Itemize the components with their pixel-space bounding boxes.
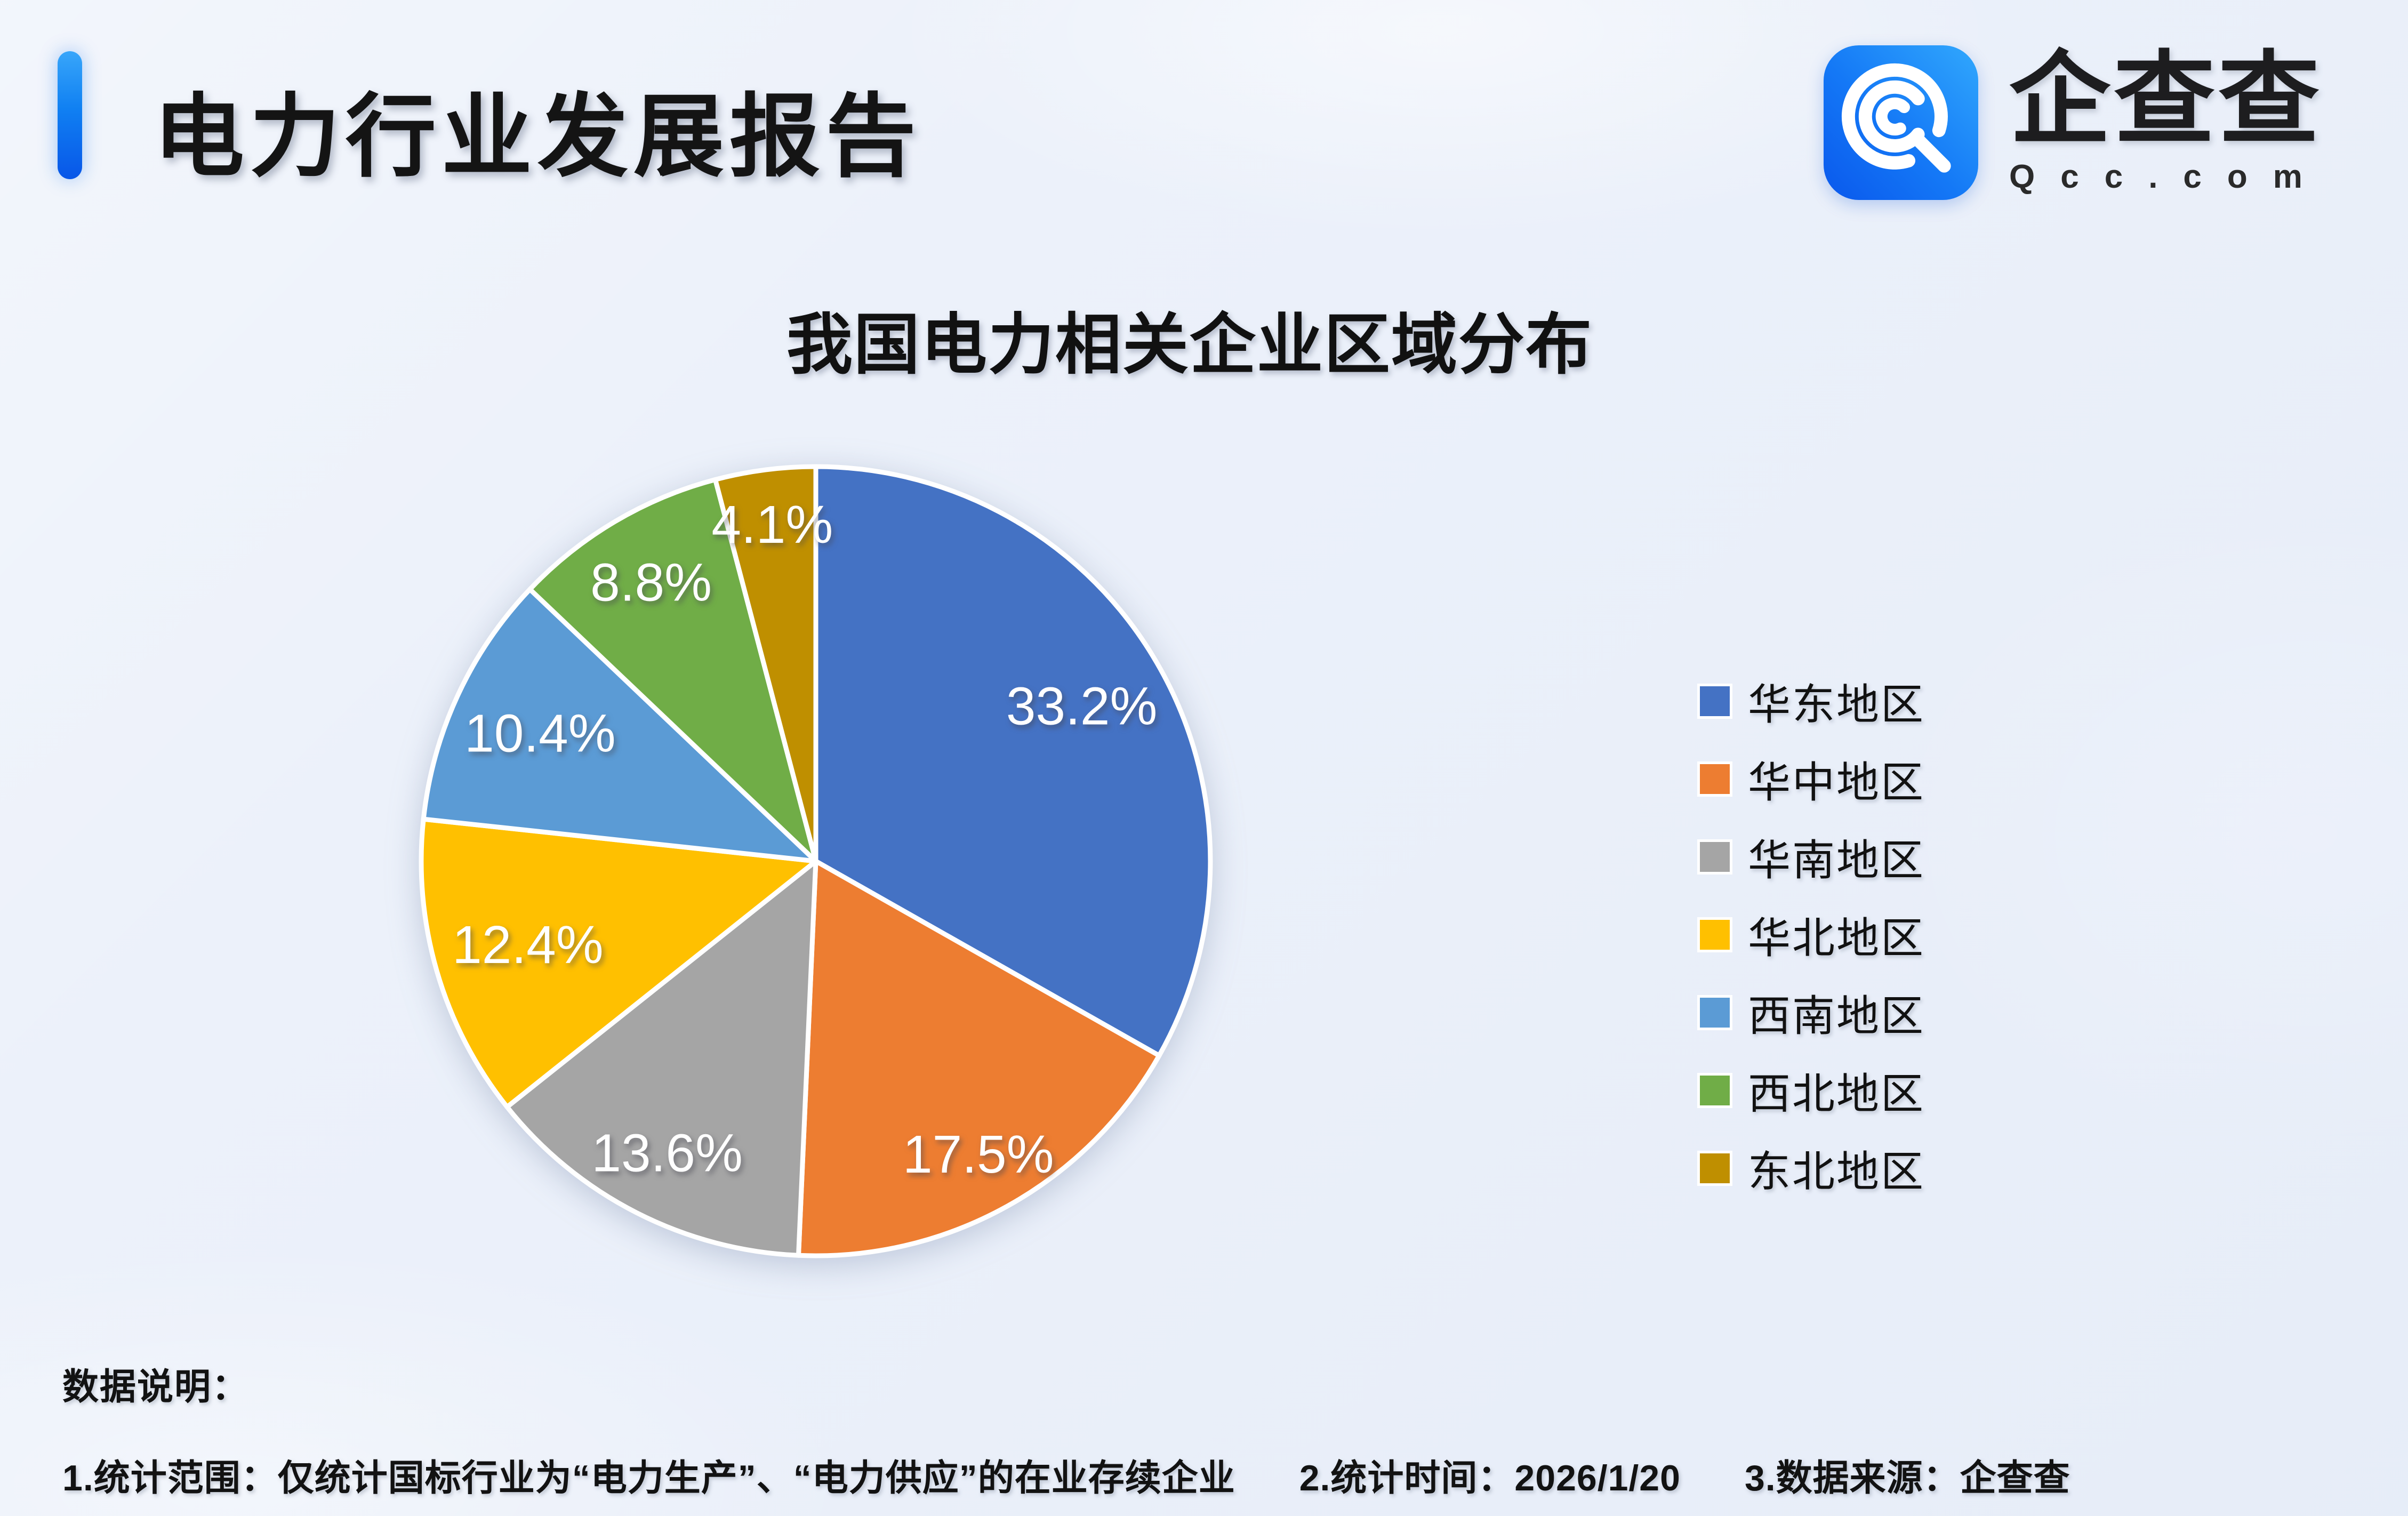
chart-title: 我国电力相关企业区域分布 [786,308,1593,382]
legend-item-central-china: 华中地区 [1700,740,1925,818]
qcc-logo-icon [1824,45,1978,200]
page-title: 电力行业发展报告 [154,86,922,188]
footer-heading: 数据说明： [62,1367,250,1407]
title-accent-bar [58,51,82,179]
pie-label-east-china: 33.2% [1006,676,1158,736]
pie-labels-group: 33.2% 17.5% 13.6% 12.4% 10.4% 8.8%4.1% [452,495,1157,1184]
legend-swatch-northeast [1700,1153,1730,1183]
footer: 数据说明： 1.统计范围：仅统计国标行业为“电力生产”、“电力供应”的在业存续企… [62,1357,2355,1501]
pie-slice-southwest [421,587,818,864]
legend-swatch-northwest [1700,1076,1730,1105]
legend-swatch-central-china [1700,764,1730,794]
pie-label-southwest: 10.4% [464,704,616,764]
legend-swatch-south-china [1700,842,1730,872]
footer-note-source: 3.数据来源：企查查 [1744,1458,2070,1498]
pie-chart-svg: 33.2% 17.5% 13.6% 12.4% 10.4% 8.8%4.1% [419,464,1213,1258]
legend-item-south-china: 华南地区 [1700,818,1925,896]
legend-item-northeast: 东北地区 [1700,1129,1925,1207]
legend-label-northeast: 东北地区 [1748,1148,1925,1196]
pie-slice-central-china [796,859,1162,1258]
legend-label-southwest: 西南地区 [1748,992,1925,1040]
pie-slice-east-china [813,464,1213,1058]
pie-label-northeast: 4.1% [711,495,833,555]
legend-label-central-china: 华中地区 [1748,759,1925,806]
legend-item-north-china: 华北地区 [1700,896,1925,974]
legend-label-east-china: 华东地区 [1748,681,1925,728]
legend-swatch-southwest [1700,998,1730,1028]
footer-notes: 1.统计范围：仅统计国标行业为“电力生产”、“电力供应”的在业存续企业 2.统计… [62,1448,2355,1501]
pie-label-north-china: 12.4% [452,915,604,975]
pie-label-central-china: 17.5% [903,1125,1054,1184]
legend-swatch-north-china [1700,920,1730,950]
legend-swatch-east-china [1700,686,1730,716]
qcc-logo: 企查查 Qcc.com [1824,45,2328,200]
pie-label-northwest: 8.8% [590,553,712,613]
legend-label-northwest: 西北地区 [1748,1070,1925,1118]
pie-slice-south-china [504,859,818,1258]
footer-note-scope: 1.统计范围：仅统计国标行业为“电力生产”、“电力供应”的在业存续企业 [62,1458,1235,1498]
qcc-logo-name: 企查查 [2009,43,2323,156]
legend-item-northwest: 西北地区 [1700,1052,1925,1129]
legend-label-south-china: 华南地区 [1748,837,1925,884]
footer-note-date: 2.统计时间：2026/1/20 [1299,1458,1681,1498]
pie-slice-northwest [527,477,818,864]
legend-item-southwest: 西南地区 [1700,974,1925,1052]
legend-item-east-china: 华东地区 [1700,662,1925,740]
qcc-logo-domain: Qcc.com [2009,158,2328,195]
pie-chart: 33.2% 17.5% 13.6% 12.4% 10.4% 8.8% 4.1% [400,445,1232,1277]
legend-label-north-china: 华北地区 [1748,915,1925,962]
legend: 华东地区华中地区华南地区华北地区西南地区西北地区东北地区 [1700,662,1925,1207]
pie-label-south-china: 13.6% [591,1123,743,1183]
qcc-logo-text: 企查查 Qcc.com [2009,45,2328,196]
pie-slices-group [419,464,1213,1258]
magnifier-q-icon [1841,63,1951,173]
pie-slice-northeast [713,464,818,864]
pie-slice-north-china [419,816,818,1110]
